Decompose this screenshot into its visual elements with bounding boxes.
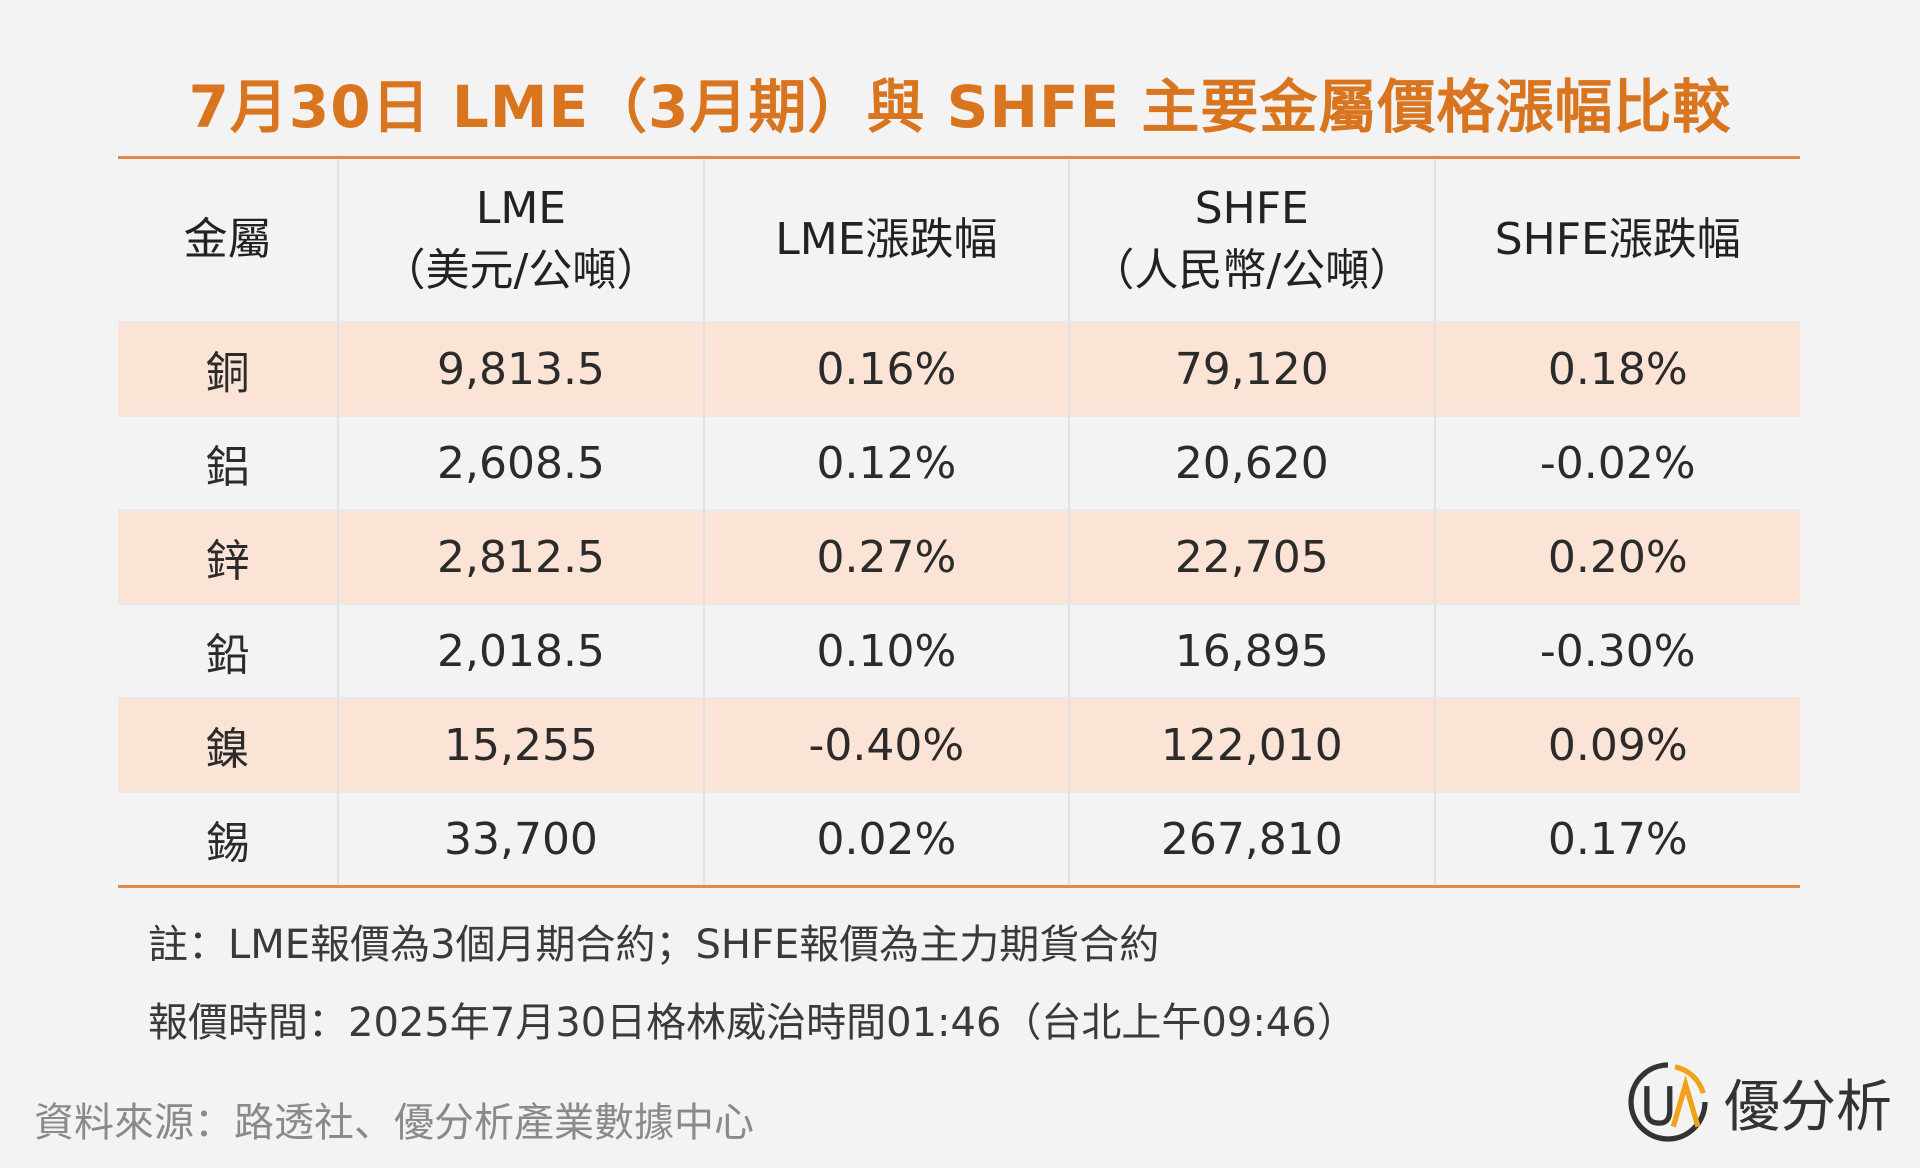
ua-logo-icon bbox=[1628, 1062, 1708, 1142]
cell-lme-price: 2,018.5 bbox=[338, 603, 705, 698]
page-title: 7月30日 LME（3月期）與 SHFE 主要金屬價格漲幅比較 bbox=[188, 73, 1732, 141]
note-contract: 註：LME報價為3個月期合約；SHFE報價為主力期貨合約 bbox=[148, 922, 1160, 968]
cell-lme-change: 0.02% bbox=[703, 791, 1071, 885]
header-shfe-change: SHFE漲跌幅 bbox=[1494, 214, 1741, 266]
cell-metal: 鎳 bbox=[118, 697, 340, 792]
price-table: 金屬 LME （美元/公噸） LME漲跌幅 SHFE （人民幣/公噸） SHFE… bbox=[118, 156, 1800, 888]
cell-lme-change: 0.10% bbox=[703, 603, 1071, 698]
brand-logo: 優分析 bbox=[1624, 1052, 1894, 1152]
header-metal: 金屬 bbox=[118, 159, 340, 322]
cell-lme-price: 2,812.5 bbox=[338, 509, 705, 604]
cell-shfe-price: 16,895 bbox=[1069, 603, 1436, 698]
data-source: 資料來源：路透社、優分析產業數據中心 bbox=[34, 1100, 754, 1146]
header-lme-price: LME （美元/公噸） bbox=[338, 159, 705, 322]
header-shfe-price: SHFE （人民幣/公噸） bbox=[1069, 159, 1436, 322]
cell-metal: 鋁 bbox=[118, 415, 340, 510]
cell-shfe-price: 20,620 bbox=[1069, 415, 1436, 510]
table-row: 鉛 2,018.5 0.10% 16,895 -0.30% bbox=[118, 603, 1800, 698]
cell-metal: 錫 bbox=[118, 791, 340, 885]
cell-metal: 銅 bbox=[118, 321, 340, 416]
cell-shfe-change: 0.20% bbox=[1434, 509, 1800, 604]
header-lme-change: LME漲跌幅 bbox=[703, 159, 1071, 322]
table-row: 錫 33,700 0.02% 267,810 0.17% bbox=[118, 791, 1800, 885]
cell-lme-price: 2,608.5 bbox=[338, 415, 705, 510]
table-row: 鋅 2,812.5 0.27% 22,705 0.20% bbox=[118, 509, 1800, 604]
logo-text: 優分析 bbox=[1724, 1074, 1892, 1140]
cell-shfe-change: 0.09% bbox=[1434, 697, 1800, 792]
cell-shfe-change: 0.18% bbox=[1434, 321, 1800, 416]
cell-lme-change: -0.40% bbox=[703, 697, 1071, 792]
cell-lme-change: 0.27% bbox=[703, 509, 1071, 604]
cell-metal: 鋅 bbox=[118, 509, 340, 604]
table-row: 銅 9,813.5 0.16% 79,120 0.18% bbox=[118, 321, 1800, 416]
cell-lme-change: 0.12% bbox=[703, 415, 1071, 510]
note-quote-time: 報價時間：2025年7月30日格林威治時間01:46（台北上午09:46） bbox=[148, 1000, 1357, 1046]
cell-shfe-price: 267,810 bbox=[1069, 791, 1436, 885]
cell-shfe-price: 79,120 bbox=[1069, 321, 1436, 416]
cell-shfe-change: -0.02% bbox=[1434, 415, 1800, 510]
table-row: 鋁 2,608.5 0.12% 20,620 -0.02% bbox=[118, 415, 1800, 510]
cell-lme-change: 0.16% bbox=[703, 321, 1071, 416]
table-header-row: 金屬 LME （美元/公噸） LME漲跌幅 SHFE （人民幣/公噸） SHFE… bbox=[118, 159, 1800, 322]
cell-lme-price: 33,700 bbox=[338, 791, 705, 885]
cell-shfe-price: 122,010 bbox=[1069, 697, 1436, 792]
cell-shfe-change: 0.17% bbox=[1434, 791, 1800, 885]
cell-shfe-price: 22,705 bbox=[1069, 509, 1436, 604]
cell-lme-price: 9,813.5 bbox=[338, 321, 705, 416]
cell-lme-price: 15,255 bbox=[338, 697, 705, 792]
cell-shfe-change: -0.30% bbox=[1434, 603, 1800, 698]
cell-metal: 鉛 bbox=[118, 603, 340, 698]
table-row: 鎳 15,255 -0.40% 122,010 0.09% bbox=[118, 697, 1800, 792]
